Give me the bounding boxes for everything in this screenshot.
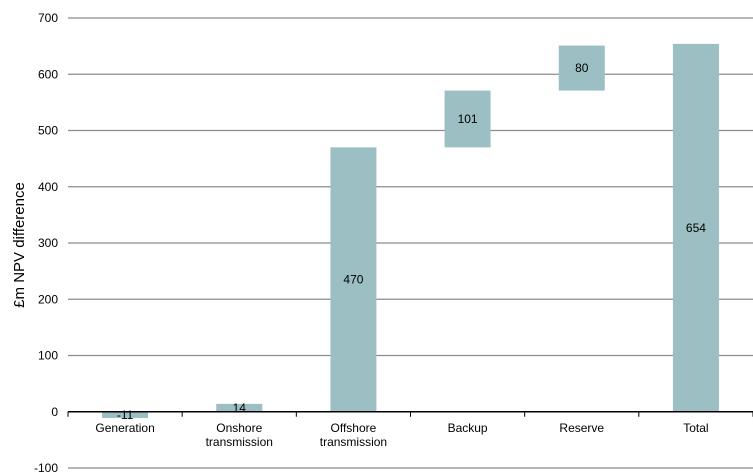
y-tick-label: 100 (38, 349, 58, 363)
y-tick-label: 0 (51, 405, 58, 419)
bar (216, 403, 263, 412)
x-axis (67, 411, 753, 417)
category-label: Reserve (559, 421, 604, 435)
bar (330, 147, 377, 412)
data-label: 654 (686, 221, 706, 235)
data-label: 14 (233, 401, 247, 415)
category-label: Onshore (216, 421, 262, 435)
y-tick-label: 500 (38, 124, 58, 138)
y-tick-label: 300 (38, 236, 58, 250)
y-tick-label: 700 (38, 11, 58, 25)
data-labels: -11 14 470 101 80 654 (117, 61, 706, 422)
data-label: -11 (117, 408, 134, 422)
category-label: Backup (448, 421, 488, 435)
y-tick-label: 200 (38, 292, 58, 306)
y-axis-title: £m NPV difference (11, 182, 28, 308)
category-label: Generation (95, 421, 154, 435)
gridlines (68, 17, 753, 469)
category-label: Total (683, 421, 708, 435)
bar (444, 90, 491, 148)
bars (102, 43, 719, 418)
y-tick-labels: -100 0 100 200 300 400 500 600 700 (34, 11, 58, 475)
bar (558, 45, 605, 91)
y-tick-label: -100 (34, 461, 58, 475)
category-label: transmission (206, 435, 273, 449)
y-tick-label: 400 (38, 180, 58, 194)
data-label: 80 (575, 61, 589, 75)
category-labels: Generation OnshoretransmissionOffshoretra… (95, 421, 708, 449)
data-label: 470 (343, 273, 363, 287)
category-label: transmission (320, 435, 387, 449)
y-tick-label: 600 (38, 67, 58, 81)
bar (102, 411, 149, 418)
category-label: Offshore (331, 421, 377, 435)
bar (672, 43, 719, 412)
data-label: 101 (458, 112, 478, 126)
